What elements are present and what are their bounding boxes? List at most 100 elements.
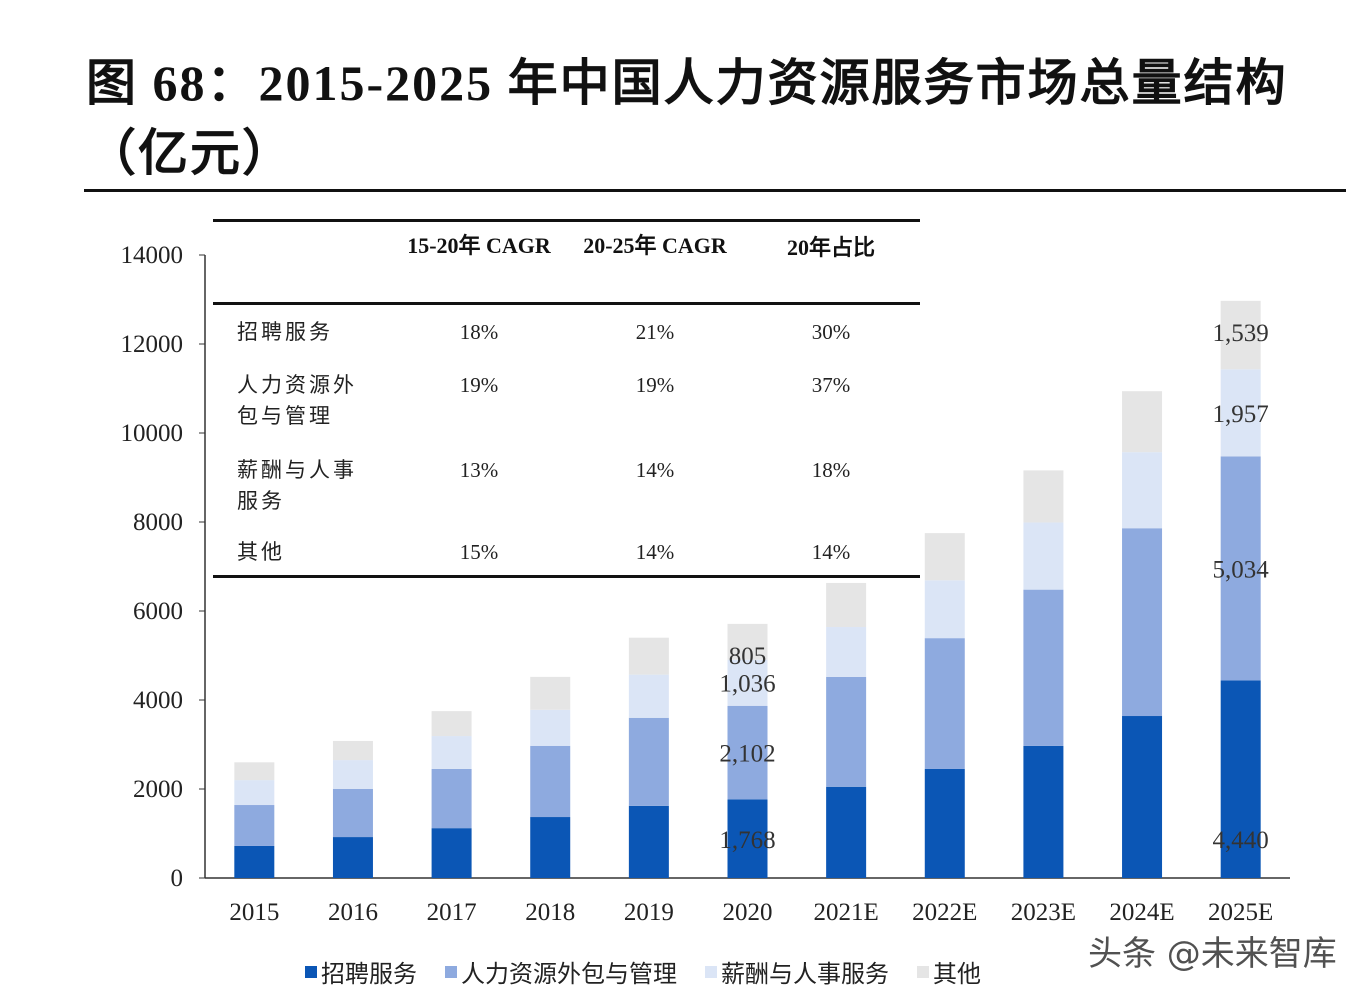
- table-row-label: 薪酬与人事服务: [237, 458, 357, 513]
- table-cell: 19%: [459, 373, 499, 397]
- x-tick-label: 2016: [328, 899, 378, 926]
- bar-2022E-series-0: [924, 768, 965, 878]
- table-cell: 15%: [459, 540, 499, 564]
- y-tick-label: 10000: [121, 420, 184, 447]
- bar-2022E-series-3: [924, 533, 965, 581]
- y-tick-label: 0: [171, 865, 184, 892]
- table-cell: 21%: [635, 320, 675, 344]
- bar-2024E-series-0: [1122, 716, 1163, 878]
- bar-2023E-series-1: [1023, 589, 1064, 746]
- x-tick-label: 2024E: [1109, 899, 1174, 926]
- bar-2016-series-3: [332, 740, 373, 761]
- bar-2017-series-1: [431, 768, 472, 829]
- table-row-label: 人力资源外包与管理: [237, 373, 357, 428]
- legend-swatch: [705, 965, 717, 978]
- bar-2018-series-3: [530, 676, 571, 710]
- x-tick-label: 2020: [723, 899, 773, 926]
- bar-2015-series-3: [234, 762, 275, 781]
- y-tick-label: 4000: [133, 687, 183, 714]
- bar-2020-series-3: [727, 623, 768, 660]
- bar-2020-series-0: [727, 799, 768, 878]
- table-cell: 14%: [635, 458, 675, 482]
- legend-label: 薪酬与人事服务: [721, 960, 889, 988]
- bar-2025E-series-2: [1220, 369, 1261, 457]
- bar-2023E-series-2: [1023, 522, 1064, 590]
- bar-2019-series-1: [628, 717, 669, 806]
- legend-label: 招聘服务: [321, 960, 417, 988]
- bar-2021E-series-1: [826, 676, 867, 787]
- chart-title: 图 68：2015-2025 年中国人力资源服务市场总量结构（亿元）: [86, 55, 1288, 181]
- table-header-rule: [213, 302, 920, 305]
- data-label: 1,539: [1213, 320, 1269, 347]
- legend-item: 招聘服务: [305, 954, 417, 989]
- table-header-3: 20年占比: [786, 235, 875, 260]
- table-header-1: 15-20年 CAGR: [407, 233, 551, 258]
- bar-2015-series-2: [234, 780, 275, 806]
- bar-2021E-series-3: [826, 582, 867, 628]
- bar-2017-series-0: [431, 828, 472, 878]
- legend-swatch: [445, 965, 457, 978]
- bar-2018-series-0: [530, 817, 571, 878]
- table-cell: 14%: [635, 540, 675, 564]
- table-cell: 37%: [811, 373, 851, 397]
- watermark: 头条 @未来智库: [1088, 934, 1337, 974]
- x-tick-label: 2025E: [1208, 899, 1273, 926]
- bar-2016-series-2: [332, 760, 373, 789]
- data-label: 1,768: [719, 827, 775, 854]
- y-tick-label: 8000: [133, 509, 183, 536]
- data-label: 2,102: [719, 741, 775, 768]
- bar-2018-series-1: [530, 745, 571, 818]
- bar-2022E-series-2: [924, 580, 965, 639]
- table-cell: 13%: [459, 458, 499, 482]
- bar-2025E-series-0: [1220, 680, 1261, 878]
- table-row-label: 其他: [237, 540, 285, 564]
- x-tick-label: 2022E: [912, 899, 977, 926]
- data-label: 1,957: [1213, 401, 1269, 428]
- data-label: 4,440: [1213, 827, 1269, 854]
- data-label: 1,036: [719, 671, 775, 698]
- x-tick-label: 2023E: [1011, 899, 1076, 926]
- x-tick-label: 2018: [525, 899, 575, 926]
- legend-item: 人力资源外包与管理: [445, 954, 677, 989]
- y-tick-label: 2000: [133, 776, 183, 803]
- y-tick-label: 14000: [121, 242, 184, 269]
- bar-2025E-series-1: [1220, 456, 1261, 681]
- bar-2019-series-0: [628, 805, 669, 878]
- bar-2019-series-2: [628, 674, 669, 718]
- table-cell: 30%: [811, 320, 851, 344]
- bar-2023E-series-0: [1023, 745, 1064, 878]
- x-tick-label: 2019: [624, 899, 674, 926]
- bar-2023E-series-3: [1023, 470, 1064, 523]
- legend-swatch: [917, 965, 929, 978]
- bar-2018-series-2: [530, 709, 571, 746]
- x-tick-label: 2017: [427, 899, 477, 926]
- bar-2020-series-2: [727, 659, 768, 706]
- bar-2025E-series-3: [1220, 300, 1261, 370]
- data-label: 805: [729, 643, 767, 670]
- table-bottom-rule: [213, 575, 920, 578]
- x-tick-label: 2021E: [813, 899, 878, 926]
- bar-2017-series-2: [431, 736, 472, 769]
- bar-2015-series-1: [234, 805, 275, 846]
- legend: 招聘服务 人力资源外包与管理 薪酬与人事服务 其他: [305, 954, 981, 989]
- legend-swatch: [305, 965, 317, 978]
- bar-2015-series-0: [234, 845, 275, 878]
- bar-2016-series-1: [332, 789, 373, 838]
- x-tick-label: 2015: [229, 899, 279, 926]
- table-header-2: 20-25年 CAGR: [583, 233, 727, 258]
- bar-2024E-series-2: [1122, 452, 1163, 529]
- table-cell: 14%: [811, 540, 851, 564]
- legend-item: 薪酬与人事服务: [705, 954, 889, 989]
- table-cell: 18%: [811, 458, 851, 482]
- data-label: 5,034: [1213, 556, 1270, 583]
- bar-2017-series-3: [431, 711, 472, 737]
- table-cell: 19%: [635, 373, 675, 397]
- y-tick-label: 6000: [133, 598, 183, 625]
- bar-2021E-series-2: [826, 627, 867, 677]
- legend-label: 其他: [933, 960, 981, 988]
- bar-2022E-series-1: [924, 638, 965, 769]
- legend-item: 其他: [917, 954, 981, 989]
- bar-2016-series-0: [332, 837, 373, 878]
